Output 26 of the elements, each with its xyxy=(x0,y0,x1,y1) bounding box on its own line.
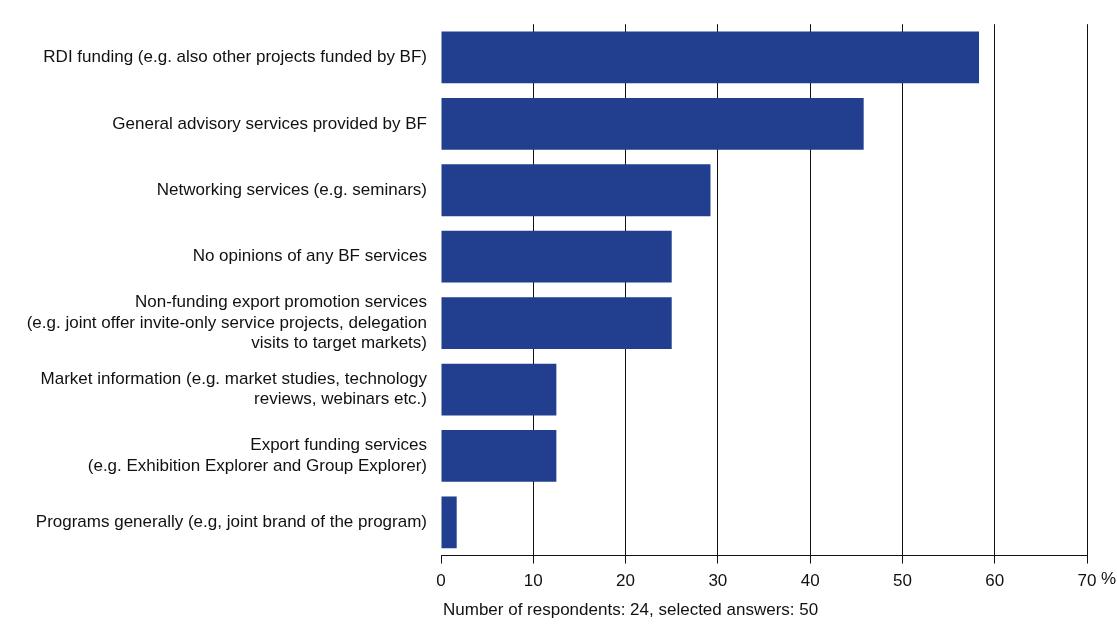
x-tick-label: 10 xyxy=(523,571,543,591)
x-tick-label: 40 xyxy=(800,571,820,591)
bar xyxy=(441,97,864,150)
x-tick-label: 60 xyxy=(985,571,1005,591)
x-tick-label: 30 xyxy=(708,571,728,591)
y-tick-label: General advisory services provided by BF xyxy=(112,113,427,133)
y-tick-label: Programs generally (e.g, joint brand of the program) xyxy=(35,512,427,532)
x-tick-label: 70 xyxy=(1077,571,1097,591)
x-axis-title: % xyxy=(1101,569,1117,589)
y-tick-label: No opinions of any BF services xyxy=(192,246,427,266)
bar xyxy=(441,496,457,549)
bar xyxy=(441,363,557,416)
y-tick-label: RDI funding (e.g. also other projects funded by BF) xyxy=(43,47,427,67)
text: Number of respondents: 24, selected answers: 50 xyxy=(443,600,819,620)
bar xyxy=(441,430,557,482)
x-tick-label: 20 xyxy=(616,571,636,591)
x-tick-label: 50 xyxy=(892,571,912,591)
x-tick-label: 0 xyxy=(436,571,446,591)
bar xyxy=(441,230,672,283)
bar xyxy=(441,31,980,84)
bar xyxy=(441,164,711,217)
y-tick-label: Export funding services (e.g. Exhibition Explorer and Group Explorer) xyxy=(87,435,427,475)
bar xyxy=(441,297,672,350)
y-tick-label: Market information (e.g. market studies, technology reviews, webinars etc.) xyxy=(40,369,428,409)
y-tick-label: Networking services (e.g. seminars) xyxy=(156,179,427,199)
y-tick-label: Non-funding export promotion services (e.g. joint offer invite-only service projects, delegation visits to target markets) xyxy=(26,292,427,353)
